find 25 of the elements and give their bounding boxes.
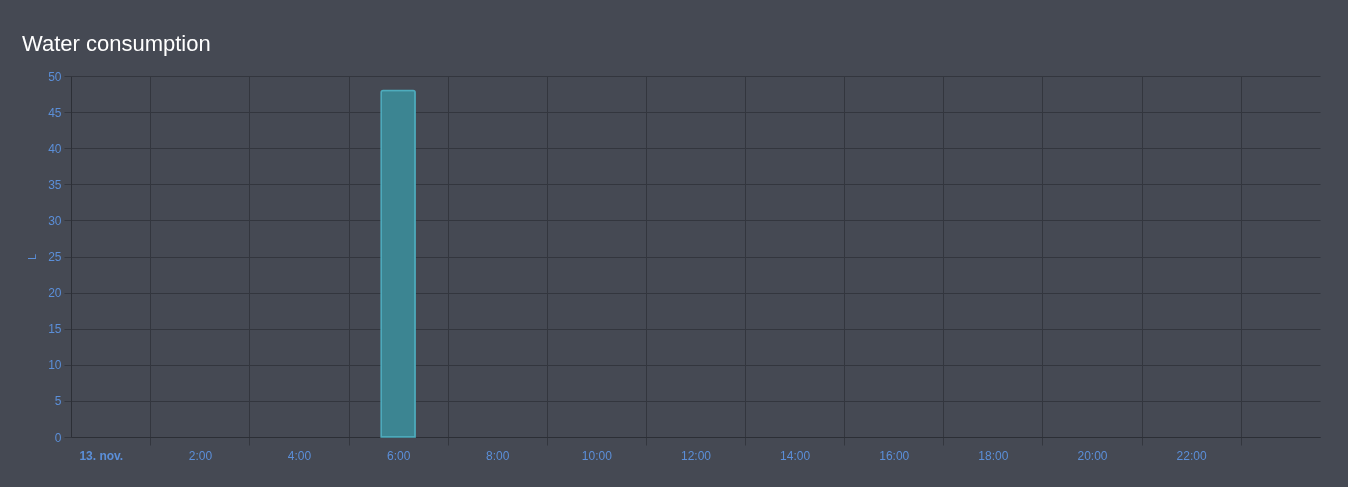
x-tick-label: 16:00 bbox=[879, 448, 910, 463]
x-tick-label: 4:00 bbox=[287, 448, 312, 463]
x-tick-label: 13. nov. bbox=[79, 448, 124, 463]
y-tick-label: 45 bbox=[48, 105, 62, 120]
chart-title: Water consumption bbox=[22, 31, 211, 56]
y-tick-label: 5 bbox=[54, 394, 62, 409]
x-tick-label: 2:00 bbox=[188, 448, 213, 463]
x-tick-label: 10:00 bbox=[581, 448, 613, 463]
y-tick-label: 15 bbox=[48, 322, 62, 337]
y-tick-label: 25 bbox=[48, 250, 62, 264]
y-tick-label: 0 bbox=[54, 430, 62, 445]
x-tick-label: 14:00 bbox=[780, 448, 811, 463]
y-tick-label: 10 bbox=[48, 358, 62, 373]
x-tick-label: 22:00 bbox=[1176, 448, 1207, 463]
y-tick-label: 30 bbox=[48, 213, 62, 228]
x-tick-label: 12:00 bbox=[680, 448, 712, 463]
x-tick-label: 8:00 bbox=[486, 448, 510, 463]
y-axis-title: L bbox=[26, 253, 39, 261]
x-tick-label: 18:00 bbox=[978, 448, 1009, 463]
y-tick-label: 40 bbox=[48, 141, 62, 156]
y-tick-label: 50 bbox=[48, 69, 62, 84]
y-tick-label: 20 bbox=[48, 286, 62, 301]
x-tick-label: 20:00 bbox=[1077, 448, 1108, 463]
x-tick-label: 6:00 bbox=[386, 448, 411, 463]
y-tick-label: 35 bbox=[48, 177, 62, 192]
